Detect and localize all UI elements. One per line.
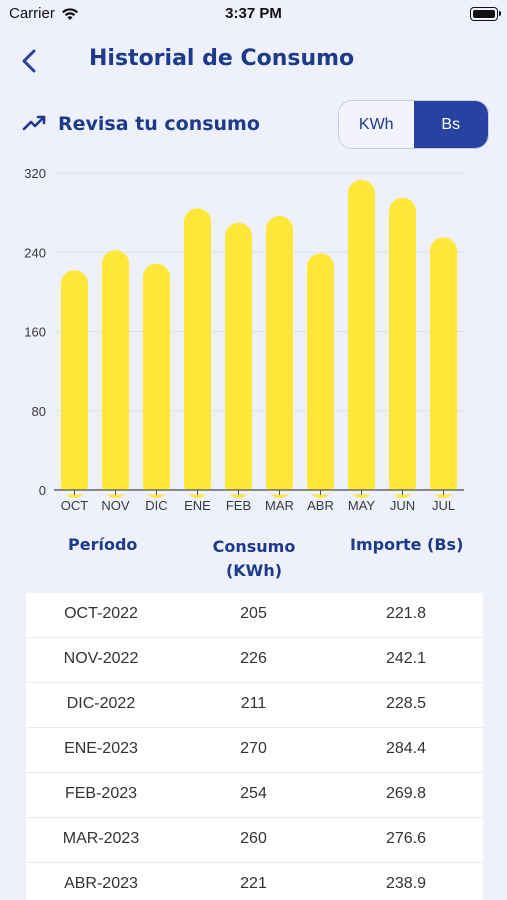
cell-consumo: 226 (240, 650, 267, 667)
carrier-label: Carrier (9, 5, 55, 22)
bar[interactable] (225, 222, 252, 498)
cell-importe: 284.4 (385, 740, 427, 757)
subheader-title: Revisa tu consumo (58, 113, 260, 135)
bar[interactable] (266, 215, 293, 498)
consumption-chart: 0 80 160 240 320 OCT NOV DIC ENE FEB MAR ABR MAY JUN J… (0, 160, 507, 520)
table-row[interactable]: FEB-2023 254 269.8 (26, 773, 483, 818)
bar[interactable] (389, 197, 416, 498)
table-row[interactable]: ABR-2023 221 238.9 (26, 863, 483, 900)
cell-consumo: 211 (240, 695, 267, 712)
toggle-kwh-button[interactable]: KWh (358, 115, 394, 133)
cell-consumo: 254 (240, 785, 267, 802)
consumption-subheader: Revisa tu consumo KWh Bs (0, 100, 507, 150)
bar[interactable] (102, 250, 129, 498)
table-row[interactable]: ENE-2023 270 284.4 (26, 728, 483, 773)
x-tick-label: DIC (145, 498, 167, 513)
bar[interactable] (184, 208, 211, 499)
cell-importe: 228.5 (385, 695, 427, 712)
x-tick-label: ABR (307, 498, 334, 513)
nav-header: Historial de Consumo (0, 36, 507, 86)
header-periodo: Período (68, 535, 138, 554)
y-tick-label: 80 (32, 404, 46, 419)
consumption-table: OCT-2022 205 221.8 NOV-2022 226 242.1 DI… (26, 593, 483, 900)
battery-icon (470, 7, 501, 21)
x-tick-label: ENE (184, 498, 211, 513)
page-title: Historial de Consumo (89, 46, 355, 71)
cell-importe: 238.9 (385, 875, 427, 892)
cell-importe: 242.1 (385, 650, 427, 667)
table-row[interactable]: DIC-2022 211 228.5 (26, 683, 483, 728)
y-tick-label: 320 (24, 166, 46, 181)
table-header: Período Consumo (KWh) Importe (Bs) (0, 532, 507, 584)
cell-consumo: 260 (240, 830, 267, 847)
x-tick-label: JUN (390, 498, 415, 513)
status-time: 3:37 PM (225, 5, 282, 22)
cell-consumo: 270 (240, 740, 267, 757)
cell-importe: 221.8 (385, 605, 427, 622)
table-row[interactable]: NOV-2022 226 242.1 (26, 638, 483, 683)
chevron-left-icon (22, 49, 36, 73)
toggle-bs-button[interactable]: Bs (413, 101, 488, 148)
cell-periodo: NOV-2022 (63, 650, 139, 667)
bar[interactable] (143, 263, 170, 498)
cell-importe: 276.6 (385, 830, 427, 847)
cell-periodo: MAR-2023 (62, 830, 140, 847)
cell-periodo: FEB-2023 (64, 785, 138, 802)
x-tick-label: NOV (101, 498, 130, 513)
cell-periodo: DIC-2022 (66, 695, 136, 712)
y-tick-label: 0 (39, 483, 46, 498)
y-tick-label: 160 (24, 325, 46, 340)
header-consumo: Consumo (KWh) (212, 537, 296, 580)
cell-periodo: ABR-2023 (64, 875, 138, 892)
x-tick-label: JUL (432, 498, 455, 513)
x-tick-label: OCT (61, 498, 89, 513)
cell-periodo: ENE-2023 (64, 740, 138, 757)
cell-consumo: 205 (240, 605, 267, 622)
bar[interactable] (61, 270, 88, 498)
cell-importe: 269.8 (385, 785, 427, 802)
bar[interactable] (430, 237, 457, 498)
trending-up-icon (22, 115, 46, 131)
table-row[interactable]: MAR-2023 260 276.6 (26, 818, 483, 863)
cell-consumo: 221 (240, 875, 267, 892)
x-tick-label: FEB (226, 498, 251, 513)
wifi-icon (61, 7, 78, 20)
status-bar: Carrier 3:37 PM (0, 0, 507, 30)
x-tick-label: MAY (348, 498, 376, 513)
axis-mask (52, 490, 466, 495)
back-button[interactable] (14, 44, 44, 78)
x-tick-label: MAR (265, 498, 294, 513)
bar-chart: 0 80 160 240 320 OCT NOV DIC ENE FEB MAR ABR MAY JUN J… (24, 166, 466, 513)
y-tick-label: 240 (24, 245, 46, 260)
header-importe: Importe (Bs) (350, 535, 464, 554)
table-row[interactable]: OCT-2022 205 221.8 (26, 593, 483, 638)
bar[interactable] (348, 179, 375, 498)
bar[interactable] (307, 253, 334, 498)
unit-toggle: KWh Bs (338, 100, 489, 149)
carrier-indicator: Carrier (9, 5, 79, 22)
cell-periodo: OCT-2022 (64, 605, 138, 622)
